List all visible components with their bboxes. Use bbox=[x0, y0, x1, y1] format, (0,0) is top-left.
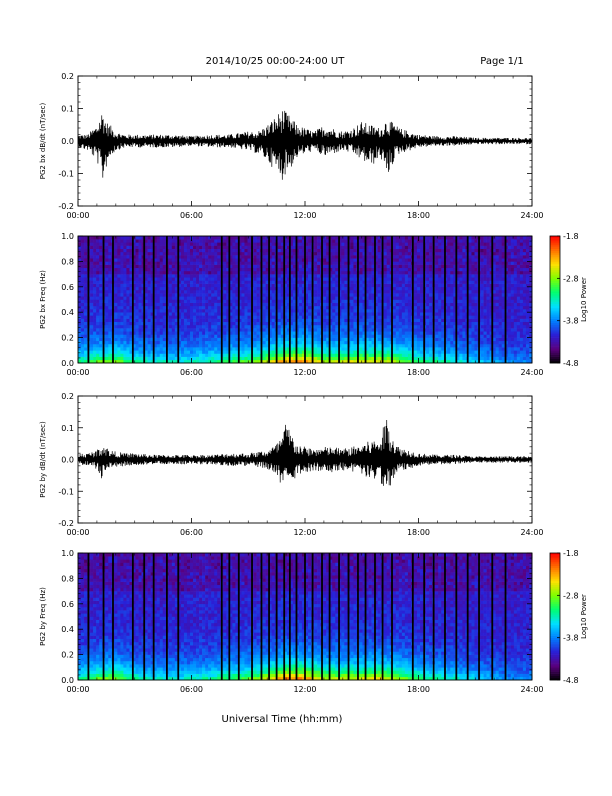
colorbar-tick-label: -1.8 bbox=[563, 549, 579, 558]
x-tick-label: 00:00 bbox=[66, 368, 89, 377]
x-tick-label: 12:00 bbox=[293, 528, 316, 537]
x-tick-label: 06:00 bbox=[180, 211, 203, 220]
x-tick-label: 24:00 bbox=[520, 685, 543, 694]
y-tick-label: 0.0 bbox=[61, 137, 74, 146]
y-axis-label: PG2 by dB/dt (nT/sec) bbox=[39, 421, 47, 498]
colorbar-tick-label: -3.8 bbox=[563, 634, 579, 643]
x-axis-title: Universal Time (hh:mm) bbox=[222, 714, 343, 725]
y-tick-label: 0.1 bbox=[61, 105, 74, 114]
x-tick-label: 00:00 bbox=[66, 685, 89, 694]
panels: 00:00 06:00 12:00 18:00 24:00 0.2 0.1 0.0 -0.1 -0… bbox=[39, 72, 588, 694]
y-tick-label: 0.6 bbox=[61, 283, 74, 292]
x-tick-label: 24:00 bbox=[520, 211, 543, 220]
colorbar: -1.8 -2.8 -3.8 -4.8 Log10 Power bbox=[550, 549, 588, 685]
y-tick-label: 0.0 bbox=[61, 456, 74, 465]
y-tick-label: -0.1 bbox=[58, 170, 74, 179]
y-tick-label: 0.0 bbox=[61, 359, 74, 368]
panel-3: 00:00 06:00 12:00 18:00 24:00 0.2 0.1 0.0 -0.1 -0… bbox=[39, 392, 544, 537]
colorbar-tick-label: -3.8 bbox=[563, 317, 579, 326]
y-tick-label: 0.6 bbox=[61, 600, 74, 609]
colorbar-tick-label: -4.8 bbox=[563, 676, 579, 685]
x-tick-label: 18:00 bbox=[407, 368, 430, 377]
x-tick-label: 06:00 bbox=[180, 528, 203, 537]
y-tick-label: 0.0 bbox=[61, 676, 74, 685]
colorbar: -1.8 -2.8 -3.8 -4.8 Log10 Power bbox=[550, 232, 588, 368]
y-tick-label: -0.1 bbox=[58, 487, 74, 496]
colorbar-label: Log10 Power bbox=[580, 277, 588, 322]
y-tick-label: 1.0 bbox=[61, 549, 74, 558]
panel-2: -1.8 -2.8 -3.8 -4.8 Log10 Power 00:00 06:00 12:… bbox=[39, 232, 588, 377]
x-tick-label: 00:00 bbox=[66, 528, 89, 537]
y-tick-label: 0.2 bbox=[61, 334, 74, 343]
y-tick-label: 0.2 bbox=[61, 392, 74, 401]
y-axis-label: PG2 bx dB/dt (nT/sec) bbox=[39, 102, 47, 179]
waveform-trace bbox=[78, 420, 532, 486]
x-tick-label: 18:00 bbox=[407, 528, 430, 537]
y-tick-label: 0.2 bbox=[61, 72, 74, 81]
colorbar-tick-label: -2.8 bbox=[563, 274, 579, 283]
y-tick-label: 0.2 bbox=[61, 651, 74, 660]
x-tick-label: 12:00 bbox=[293, 368, 316, 377]
waveform-trace bbox=[78, 111, 532, 180]
x-tick-label: 06:00 bbox=[180, 368, 203, 377]
colorbar-tick-label: -4.8 bbox=[563, 359, 579, 368]
colorbar-label: Log10 Power bbox=[580, 594, 588, 639]
page-number: Page 1/1 bbox=[480, 56, 523, 67]
y-tick-label: 0.1 bbox=[61, 424, 74, 433]
x-tick-label: 18:00 bbox=[407, 211, 430, 220]
y-tick-label: 1.0 bbox=[61, 232, 74, 241]
x-tick-label: 12:00 bbox=[293, 211, 316, 220]
colorbar-tick-label: -2.8 bbox=[563, 591, 579, 600]
y-tick-label: -0.2 bbox=[58, 202, 74, 211]
x-tick-label: 18:00 bbox=[407, 685, 430, 694]
x-tick-label: 24:00 bbox=[520, 528, 543, 537]
colorbar-tick-label: -1.8 bbox=[563, 232, 579, 241]
figure-title: 2014/10/25 00:00-24:00 UT bbox=[206, 56, 346, 67]
y-tick-label: 0.8 bbox=[61, 574, 74, 583]
x-tick-label: 24:00 bbox=[520, 368, 543, 377]
y-axis-label: PG2 by Freq (Hz) bbox=[39, 587, 47, 646]
y-axis-label: PG2 bx Freq (Hz) bbox=[39, 270, 47, 329]
y-tick-label: 0.4 bbox=[61, 308, 74, 317]
x-tick-label: 12:00 bbox=[293, 685, 316, 694]
panel-4: -1.8 -2.8 -3.8 -4.8 Log10 Power 00:00 06:00 12:… bbox=[39, 549, 588, 694]
x-tick-label: 00:00 bbox=[66, 211, 89, 220]
y-tick-label: 0.8 bbox=[61, 257, 74, 266]
y-tick-label: -0.2 bbox=[58, 519, 74, 528]
y-tick-label: 0.4 bbox=[61, 625, 74, 634]
x-tick-label: 06:00 bbox=[180, 685, 203, 694]
panel-1: 00:00 06:00 12:00 18:00 24:00 0.2 0.1 0.0 -0.1 -0… bbox=[39, 72, 544, 220]
